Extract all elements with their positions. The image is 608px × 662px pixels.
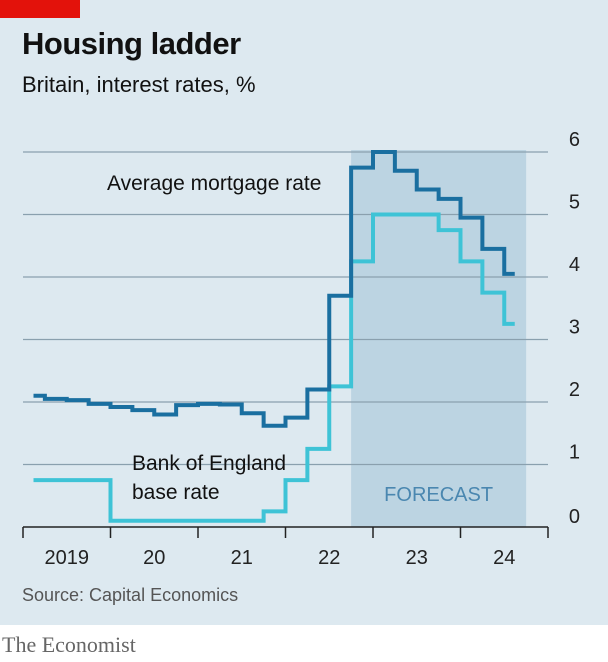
publisher-brand: The Economist bbox=[2, 632, 136, 657]
y-tick-label: 0 bbox=[569, 506, 580, 528]
y-tick-label: 1 bbox=[569, 442, 580, 464]
mortgage-rate-line bbox=[33, 150, 515, 428]
x-tick-label: 22 bbox=[318, 547, 340, 569]
forecast-region bbox=[351, 150, 527, 527]
y-tick-label: 6 bbox=[569, 129, 580, 151]
y-tick-label: 2 bbox=[569, 379, 580, 401]
chart-title: Housing ladder bbox=[22, 26, 241, 61]
base-rate-line bbox=[33, 212, 515, 523]
chart-subtitle: Britain, interest rates, % bbox=[22, 72, 256, 97]
x-tick-label: 2019 bbox=[45, 547, 90, 569]
mortgage-series-label: Average mortgage rate bbox=[107, 172, 321, 195]
base-rate-series-label: base rate bbox=[132, 481, 220, 504]
y-tick-label: 3 bbox=[569, 317, 580, 339]
x-tick-label: 21 bbox=[231, 547, 253, 569]
base-rate-series-label: Bank of England bbox=[132, 452, 286, 475]
x-tick-label: 20 bbox=[143, 547, 165, 569]
x-tick-label: 23 bbox=[406, 547, 428, 569]
y-tick-label: 5 bbox=[569, 192, 580, 214]
forecast-label: FORECAST bbox=[384, 484, 493, 506]
y-tick-label: 4 bbox=[569, 254, 580, 276]
source-note: Source: Capital Economics bbox=[22, 585, 239, 605]
brand-red-tag bbox=[0, 0, 80, 18]
x-tick-label: 24 bbox=[493, 547, 515, 569]
